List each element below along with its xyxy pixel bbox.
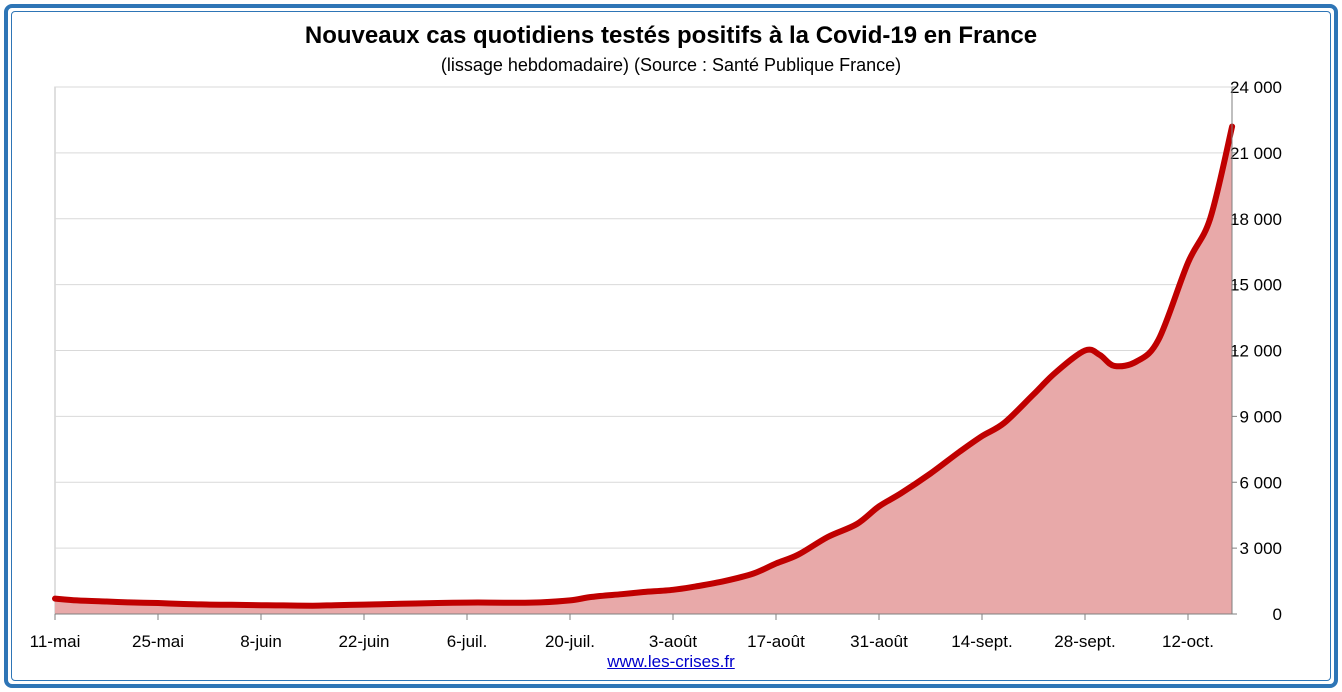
y-tick-label: 21 000 bbox=[1230, 144, 1282, 163]
y-tick-label: 24 000 bbox=[1230, 78, 1282, 97]
inner-frame bbox=[11, 11, 1331, 681]
area-layer bbox=[55, 126, 1233, 614]
y-tick-label: 12 000 bbox=[1230, 342, 1282, 361]
x-tick-label: 17-août bbox=[747, 632, 805, 651]
x-tick-label: 22-juin bbox=[338, 632, 389, 651]
x-tick-label: 14-sept. bbox=[951, 632, 1012, 651]
outer-frame bbox=[4, 4, 1338, 688]
x-tick-label: 28-sept. bbox=[1054, 632, 1115, 651]
y-tick-label: 3 000 bbox=[1239, 539, 1282, 558]
x-tick-label: 8-juin bbox=[240, 632, 282, 651]
y-tick-label: 18 000 bbox=[1230, 210, 1282, 229]
y-tick-label: 0 bbox=[1273, 605, 1282, 624]
y-tick-label: 6 000 bbox=[1239, 473, 1282, 492]
x-tick-label: 25-mai bbox=[132, 632, 184, 651]
y-tick-label: 9 000 bbox=[1239, 407, 1282, 426]
chart-title: Nouveaux cas quotidiens testés positifs … bbox=[304, 22, 1038, 49]
x-tick-label: 12-oct. bbox=[1162, 632, 1214, 651]
y-axis: 0 3 000 6 000 9 000 12 000 15 000 18 000 21 000… bbox=[1230, 78, 1282, 624]
x-tick-label: 6-juil. bbox=[447, 632, 488, 651]
x-tick-label: 31-août bbox=[850, 632, 908, 651]
source-link[interactable]: www.les-crises.fr bbox=[607, 652, 735, 671]
y-tick-label: 15 000 bbox=[1230, 276, 1282, 295]
x-tick-label: 20-juil. bbox=[545, 632, 595, 651]
x-tick-label: 11-mai bbox=[30, 632, 81, 651]
line-layer bbox=[52, 123, 1236, 609]
x-tick-label: 3-août bbox=[649, 632, 697, 651]
chart-subtitle: (lissage hebdomadaire) (Source : Santé P… bbox=[440, 55, 902, 75]
series-area bbox=[55, 126, 1233, 614]
x-axis: 11-mai 25-mai 8-juin 22-juin 6-juil. 20-juil.… bbox=[30, 613, 1232, 651]
series-line bbox=[52, 123, 1236, 609]
